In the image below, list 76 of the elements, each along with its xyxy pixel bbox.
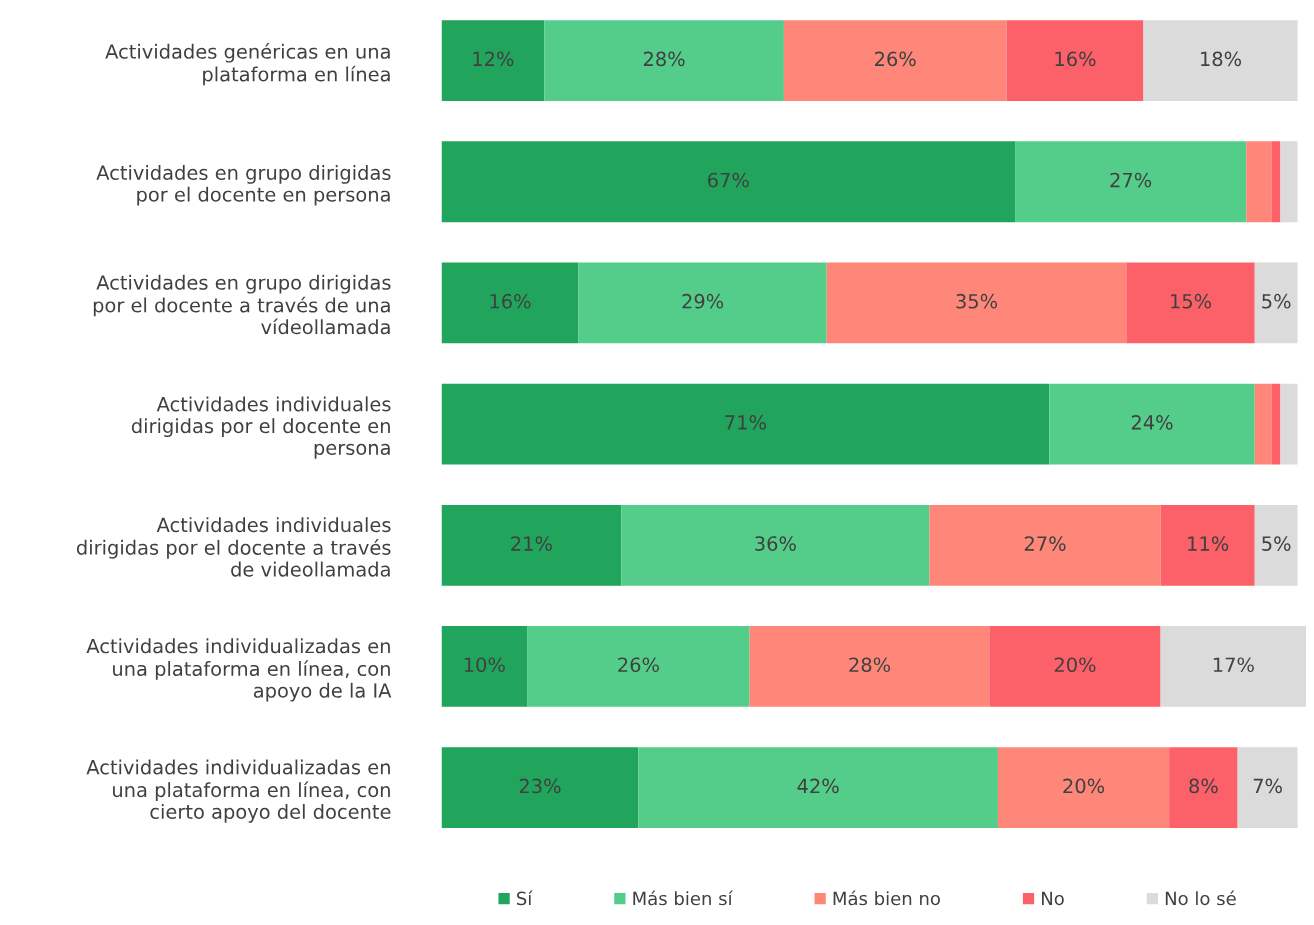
data-label: 29% [682,293,724,309]
data-label: 5% [1262,293,1291,309]
bar [1169,747,1238,829]
data-label: 18% [1201,51,1242,67]
bar [441,141,1016,223]
data-label: 27% [1024,536,1066,551]
bar [621,504,930,586]
bar [989,626,1161,707]
data-label: 28% [643,51,685,67]
y-tick-label: Actividades individualizadas en una plataforma en línea, con apoyo de la IA [86,638,392,702]
bar [1254,504,1298,586]
y-tick-label: Actividades en grupo dirigidas por el docente en persona [96,164,391,206]
data-label: 67% [708,172,749,188]
data-label: 16% [1055,51,1096,67]
data-label: 21% [511,536,552,551]
bar [578,262,827,344]
data-label: 11% [1188,536,1229,551]
bar [1049,383,1255,465]
data-label: 42% [797,778,839,794]
data-label: 17% [1213,657,1254,673]
bar [997,747,1170,829]
bar [441,262,579,344]
data-label: 24% [1131,415,1173,430]
bar [1280,141,1298,223]
data-label: 10% [464,657,505,673]
bar [638,747,998,829]
data-label: 28% [849,657,891,673]
y-tick-label: Actividades individualizadas en una plataforma en línea, con cierto apoyo del docente [86,759,391,823]
bar [1015,141,1247,223]
data-label: 12% [473,51,514,67]
data-label: 23% [519,778,561,794]
y-tick-label: Actividades individuales dirigidas por el docente a través de videollamada [76,517,391,577]
data-label: 20% [1063,778,1105,794]
data-label: 8% [1189,778,1218,794]
bar [1143,20,1298,101]
legend-label: No lo sé [1165,890,1236,906]
bar [441,747,639,829]
bar [527,626,750,707]
bar [1160,626,1307,707]
bar [441,20,545,101]
bar [1271,141,1281,223]
legend-label: No [1042,891,1064,906]
bar [1271,383,1281,465]
bar [783,20,1007,101]
data-label: 15% [1171,293,1212,309]
data-label: 27% [1110,172,1152,188]
bar [1160,504,1255,586]
legend-label: Más bien no [833,890,940,906]
bar [1126,262,1255,344]
data-label: 5% [1262,536,1291,551]
y-tick-label: Actividades en grupo dirigidas por el docente a través de una vídeollamada [93,274,391,335]
legend-label: Sí [517,890,533,906]
bar [1006,20,1144,101]
data-label: 36% [755,536,796,551]
bar [441,504,622,586]
data-label: 35% [956,293,998,309]
y-tick-label: Actividades individuales dirigidas por el docente en persona [131,396,391,459]
bar [749,626,990,707]
bar [929,504,1161,586]
legend-label: Más bien sí [633,890,734,906]
data-label: 71% [725,415,766,430]
bar [1237,747,1298,829]
bar [826,262,1127,344]
data-label: 7% [1253,778,1282,794]
data-label: 26% [618,657,659,673]
data-label: 26% [875,51,916,67]
bar [1280,383,1298,465]
bar [1254,383,1272,465]
bar [1254,262,1298,344]
bar [1246,141,1272,223]
y-tick-label: Actividades genéricas en una plataforma en línea [105,43,390,86]
bar [441,626,528,707]
bar [441,383,1050,465]
bar [544,20,784,101]
data-label: 16% [490,293,531,309]
data-label: 20% [1054,657,1096,673]
